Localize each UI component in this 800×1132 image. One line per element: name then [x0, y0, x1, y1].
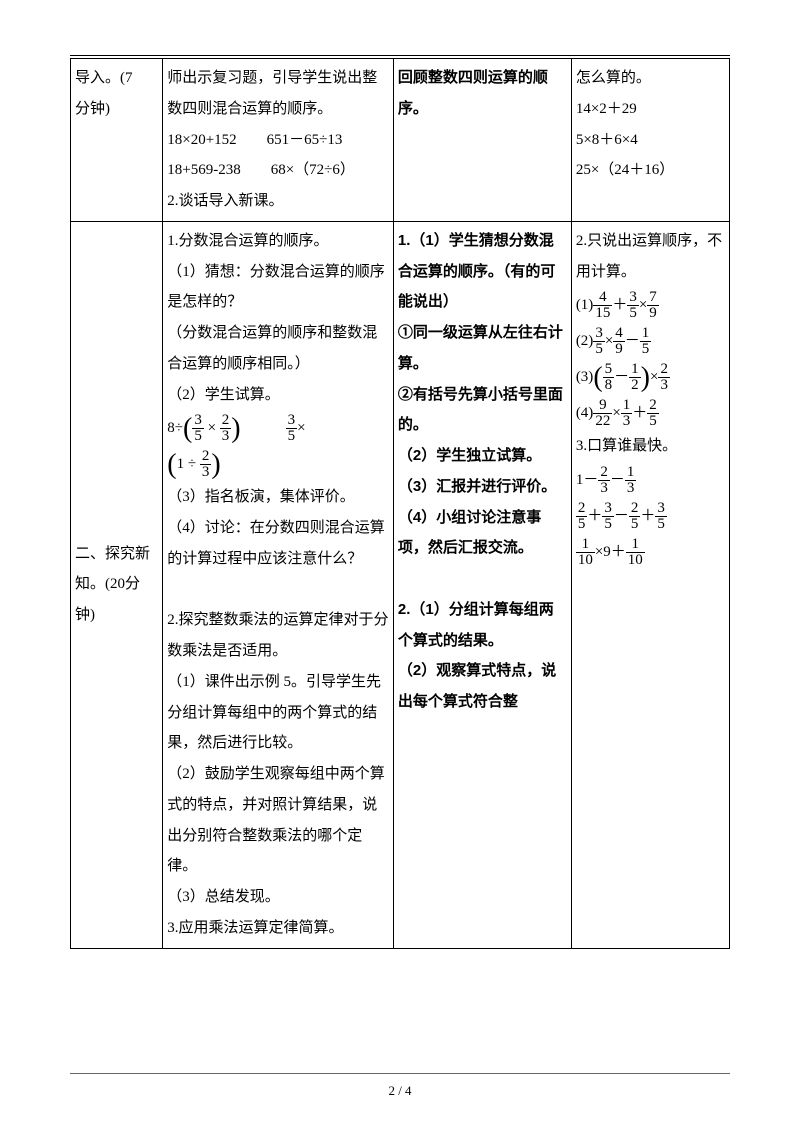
cell-practice-1: 怎么算的。 14×2＋29 5×8＋6×4 25×（24＋16）	[571, 59, 729, 222]
page-number: 2 / 4	[388, 1083, 411, 1098]
text: 二、探究新知。(20分钟)	[75, 546, 150, 624]
expr-1: (1)415＋35×79	[576, 297, 659, 313]
cell-stage-2: 二、探究新知。(20分钟)	[71, 221, 163, 948]
text-bold: （4）小组讨论注意事项，然后汇报交流。	[398, 509, 541, 557]
footer-rule	[70, 1073, 730, 1074]
text-bold: 回顾整数四则运算的顺序。	[398, 69, 548, 117]
text: （2）学生试算。	[167, 387, 280, 403]
text-bold: （2）学生独立试算。	[398, 447, 541, 464]
expr-m3: 110×9＋110	[576, 544, 645, 560]
cell-stage-1: 导入。(7 分钟)	[71, 59, 163, 222]
text-bold: ②有括号先算小括号里面的。	[398, 386, 563, 434]
text: 2.谈话导入新课。	[167, 193, 283, 209]
text: 14×2＋29	[576, 101, 637, 117]
text: （2）鼓励学生观察每组中两个算式的特点，并对照计算结果，说出分别符合整数乘法的哪…	[167, 766, 385, 874]
text-bold: 2.（1）分组计算每组两个算式的结果。	[398, 601, 554, 649]
page-footer: 2 / 4	[70, 1073, 730, 1104]
text-bold: （2）观察算式特点，说出每个算式符合整	[398, 662, 556, 710]
top-rule	[70, 55, 730, 56]
text: 5×8＋6×4	[576, 132, 638, 148]
expr-m2: 25＋35－25＋35	[576, 508, 667, 524]
text: 3.口算谁最快。	[576, 438, 677, 454]
text: 师出示复习题，引导学生说出整数四则混合运算的顺序。	[167, 70, 377, 117]
text: 651－65÷13	[267, 132, 343, 148]
text: 2.只说出运算顺序，不用计算。	[576, 233, 722, 280]
text: （3）指名板演，集体评价。	[167, 489, 355, 505]
text: 68×（72÷6）	[271, 162, 355, 178]
equation-1: 8÷(35 × 23) 35×	[167, 420, 305, 436]
equation-2: (1 ÷ 23)	[167, 456, 220, 472]
text: 18+569-238	[167, 162, 240, 178]
text-bold: （3）汇报并进行评价。	[398, 478, 556, 495]
expr-m1: 1－23－13	[576, 472, 637, 488]
cell-teacher-1: 师出示复习题，引导学生说出整数四则混合运算的顺序。 18×20+152 651－6…	[163, 59, 394, 222]
expr-4: (4)922×13＋25	[576, 405, 659, 421]
lesson-table: 导入。(7 分钟) 师出示复习题，引导学生说出整数四则混合运算的顺序。 18×2…	[70, 58, 730, 949]
text: 8÷	[167, 420, 183, 436]
cell-student-1: 回顾整数四则运算的顺序。	[393, 59, 571, 222]
text: （分数混合运算的顺序和整数混合运算的顺序相同。）	[167, 325, 377, 372]
text: 分钟)	[75, 101, 110, 117]
text: 18×20+152	[167, 132, 236, 148]
text: 导入。(7	[75, 70, 133, 86]
table-row: 二、探究新知。(20分钟) 1.分数混合运算的顺序。 （1）猜想：分数混合运算的…	[71, 221, 730, 948]
text: 怎么算的。	[576, 70, 651, 86]
table-row: 导入。(7 分钟) 师出示复习题，引导学生说出整数四则混合运算的顺序。 18×2…	[71, 59, 730, 222]
text: 3.应用乘法运算定律简算。	[167, 920, 343, 936]
expr-2: (2)35×49－15	[576, 333, 651, 349]
text: （1）猜想：分数混合运算的顺序是怎样的？	[167, 264, 385, 311]
cell-practice-2: 2.只说出运算顺序，不用计算。 (1)415＋35×79 (2)35×49－15…	[571, 221, 729, 948]
text-bold: ①同一级运算从左往右计算。	[398, 324, 563, 372]
text: （3）总结发现。	[167, 889, 280, 905]
text: 25×（24＋16）	[576, 162, 674, 178]
text: 2.探究整数乘法的运算定律对于分数乘法是否适用。	[167, 612, 388, 659]
cell-student-2: 1.（1）学生猜想分数混合运算的顺序。（有的可能说出） ①同一级运算从左往右计算…	[393, 221, 571, 948]
text: （1）课件出示例 5。引导学生先分组计算每组中的两个算式的结果，然后进行比较。	[167, 674, 381, 752]
text-bold: 1.（1）学生猜想分数混合运算的顺序。（有的可能说出）	[398, 232, 556, 311]
text: （4）讨论：在分数四则混合运算的计算过程中应该注意什么？	[167, 520, 385, 567]
expr-3: (3)(58－12)×23	[576, 369, 670, 385]
text: 1.分数混合运算的顺序。	[167, 233, 328, 249]
cell-teacher-2: 1.分数混合运算的顺序。 （1）猜想：分数混合运算的顺序是怎样的？ （分数混合运…	[163, 221, 394, 948]
